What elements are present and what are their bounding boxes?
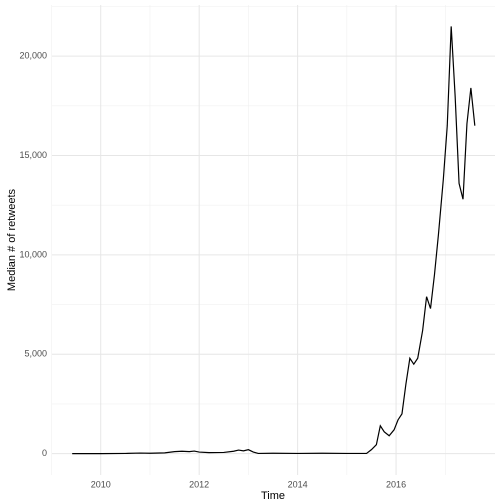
y-tick-label: 15,000 <box>19 150 47 160</box>
grid <box>51 5 495 475</box>
y-tick-label: 0 <box>42 448 47 458</box>
x-tick-label: 2016 <box>386 479 406 489</box>
x-axis-title: Time <box>261 490 285 502</box>
y-tick-label: 20,000 <box>19 51 47 61</box>
line <box>72 26 476 455</box>
y-axis-title: Median # of retweets <box>6 188 18 291</box>
x-tick-label: 2012 <box>189 479 209 489</box>
x-tick-label: 2014 <box>288 479 308 489</box>
y-tick-label: 5,000 <box>24 349 47 359</box>
y-tick-label: 10,000 <box>19 249 47 259</box>
x-tick-label: 2010 <box>91 479 111 489</box>
